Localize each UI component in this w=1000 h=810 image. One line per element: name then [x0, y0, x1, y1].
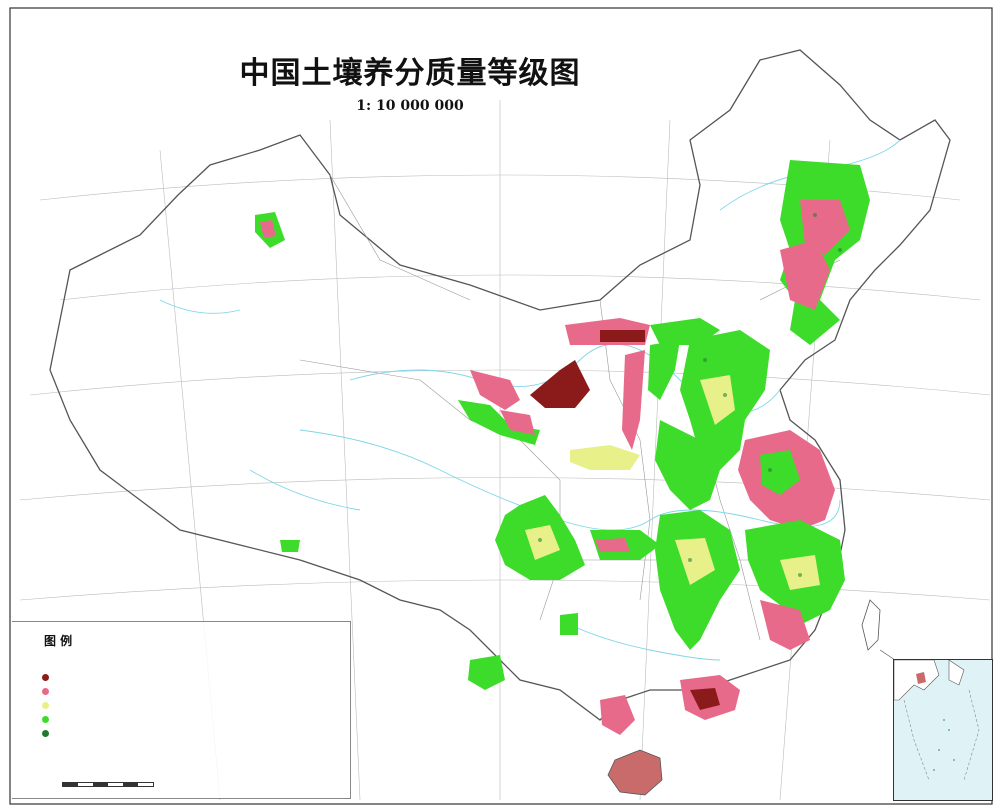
south-china-sea-inset	[893, 659, 993, 801]
legend-row	[42, 672, 242, 684]
legend-swatch	[42, 730, 49, 737]
speckle-texture	[538, 213, 842, 577]
legend-box: 图 例	[12, 621, 351, 799]
legend-swatch	[42, 688, 49, 695]
map-border	[9, 7, 993, 805]
legend-row	[42, 714, 242, 726]
map-title: 中国土壤养分质量等级图	[239, 56, 581, 91]
legend-swatch	[42, 702, 49, 709]
hainan-island	[607, 749, 663, 796]
china-boundary	[49, 49, 951, 721]
taiwan-island	[861, 599, 881, 651]
legend-title: 图 例	[44, 634, 73, 648]
scale-bar	[62, 782, 154, 787]
legend-row	[42, 686, 242, 698]
legend-swatch	[42, 674, 49, 681]
legend-row	[42, 728, 242, 740]
legend-row	[42, 700, 242, 712]
soil-grade-layer	[255, 160, 870, 735]
inset-map	[894, 660, 980, 781]
legend-swatch	[42, 716, 49, 723]
map-scale: 1: 10 000 000	[356, 98, 464, 114]
